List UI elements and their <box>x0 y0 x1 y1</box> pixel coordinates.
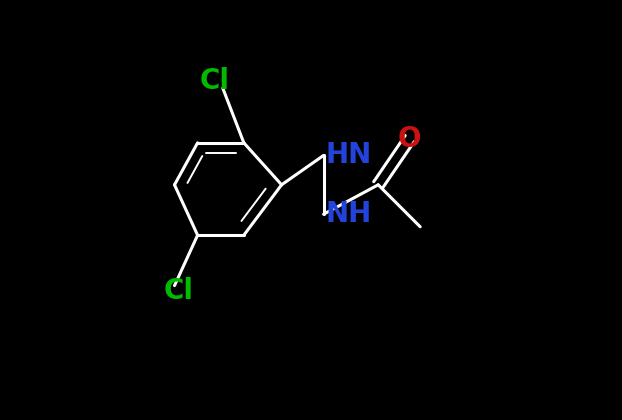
Text: O: O <box>398 125 422 152</box>
Text: NH: NH <box>326 200 372 228</box>
Text: Cl: Cl <box>164 277 193 305</box>
Text: HN: HN <box>326 142 372 169</box>
Text: Cl: Cl <box>200 66 230 94</box>
